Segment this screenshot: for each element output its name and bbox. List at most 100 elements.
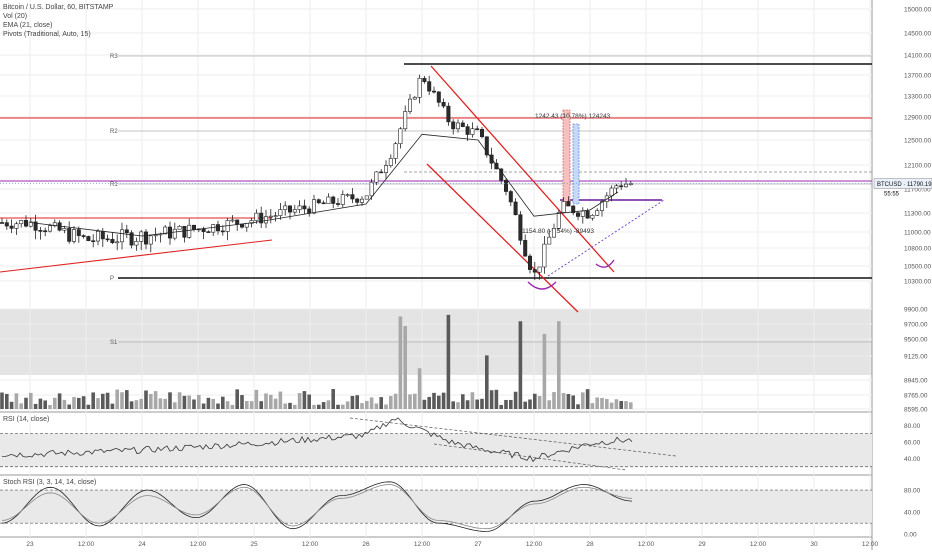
candle-body	[302, 205, 307, 210]
candle	[513, 198, 518, 216]
candle	[124, 224, 129, 239]
volume-bar	[413, 393, 417, 409]
volume-bar	[312, 404, 316, 409]
volume-bar	[67, 404, 71, 409]
volume-bar	[192, 399, 196, 409]
rsi-line	[1, 417, 633, 463]
volume-bar	[499, 404, 503, 409]
candle	[259, 206, 264, 229]
volume-bar	[249, 401, 254, 409]
candle	[508, 189, 513, 207]
candle-body	[76, 229, 81, 236]
candle-body	[23, 220, 28, 227]
candle	[566, 196, 571, 207]
symbol-title[interactable]: Bitcoin / U.S. Dollar, 60, BITSTAMP	[3, 4, 114, 11]
y-tick-label: 9500.00	[904, 337, 928, 344]
pivot-label-R1: R1	[110, 182, 118, 188]
candle-body	[595, 210, 600, 216]
candle	[23, 215, 28, 228]
candle	[19, 219, 24, 228]
x-tick-label: 30	[810, 541, 818, 548]
volume-bar	[528, 399, 532, 409]
candle	[537, 266, 542, 280]
measure-label-down: -1154.80 (-9.54%) -89493	[520, 228, 594, 235]
candle	[321, 200, 326, 205]
volume-bar	[360, 403, 364, 409]
y-tick-label: 9125.00	[904, 354, 928, 361]
pivot-label-P: P	[110, 276, 114, 282]
candle-body	[0, 222, 5, 224]
candle-body	[240, 223, 245, 228]
candle-body	[326, 196, 331, 205]
stoch-line-D	[1, 484, 633, 530]
volume-bar	[494, 389, 499, 409]
x-tick-label: 12:00	[414, 541, 431, 548]
candle	[33, 214, 38, 240]
vol-legend[interactable]: Vol (20)	[3, 13, 28, 20]
rsi-legend[interactable]: RSI (14, close)	[3, 416, 50, 423]
candle	[38, 226, 43, 240]
stoch-rsi-legend[interactable]: Stoch RSI (3, 3, 14, 14, close)	[3, 479, 97, 486]
volume-bar	[125, 390, 129, 409]
stoch-band	[0, 490, 872, 524]
pivot-label-R2: R2	[110, 129, 118, 135]
candle-body	[359, 198, 364, 203]
candle-body	[407, 98, 412, 112]
volume-bar	[96, 398, 100, 409]
candle	[460, 120, 465, 128]
candle	[268, 208, 273, 224]
candle-body	[547, 236, 552, 245]
candle-body	[182, 226, 187, 238]
candle-body	[571, 205, 576, 214]
y-tick-label: 8595.00	[904, 407, 928, 414]
candle	[595, 208, 600, 217]
x-tick-label: 27	[474, 541, 482, 548]
stoch-tick: 40.00	[904, 510, 921, 517]
candle	[590, 214, 595, 221]
candle	[76, 226, 81, 243]
candle-body	[446, 105, 451, 123]
candle	[542, 235, 547, 274]
volume-bar	[470, 392, 475, 409]
volume-bar	[105, 392, 110, 409]
candle	[484, 136, 489, 158]
candle	[446, 102, 451, 126]
candle-body	[4, 222, 9, 227]
candle-body	[585, 210, 590, 219]
candle-body	[364, 195, 369, 200]
x-tick-label: 12:00	[302, 541, 319, 548]
volume-bar	[432, 392, 436, 409]
price-tag-countdown: 55:55	[884, 192, 900, 198]
y-tick-label: 11700.00	[904, 187, 931, 194]
candle-body	[62, 228, 67, 231]
candle	[403, 105, 408, 132]
candle-body	[316, 199, 321, 204]
candle	[254, 209, 259, 224]
chart-legend: Bitcoin / U.S. Dollar, 60, BITSTAMP Vol …	[3, 3, 113, 39]
volume-bar	[403, 325, 407, 409]
candle-body	[350, 194, 355, 200]
volume-bar	[5, 393, 9, 409]
candle-body	[110, 239, 115, 244]
candle-body	[278, 209, 283, 216]
rsi-tick: 60.00	[904, 439, 921, 446]
y-tick-label: 9900.00	[904, 307, 928, 314]
volume-bar	[264, 393, 268, 409]
candle	[172, 222, 177, 241]
volume-bar	[149, 393, 153, 409]
candle	[326, 193, 331, 205]
volume-bar	[14, 393, 19, 409]
candle-body	[398, 128, 403, 145]
ema-legend[interactable]: EMA (21, close)	[3, 22, 53, 29]
candle-body	[484, 136, 489, 156]
candle	[148, 234, 153, 253]
candle-body	[393, 143, 398, 159]
volume-bar	[552, 392, 556, 409]
candle-body	[124, 229, 129, 234]
pivots-legend[interactable]: Pivots (Traditional, Auto, 15)	[3, 31, 91, 38]
y-tick-label: 9700.00	[904, 322, 928, 329]
candle	[561, 197, 566, 214]
candle	[417, 74, 422, 104]
